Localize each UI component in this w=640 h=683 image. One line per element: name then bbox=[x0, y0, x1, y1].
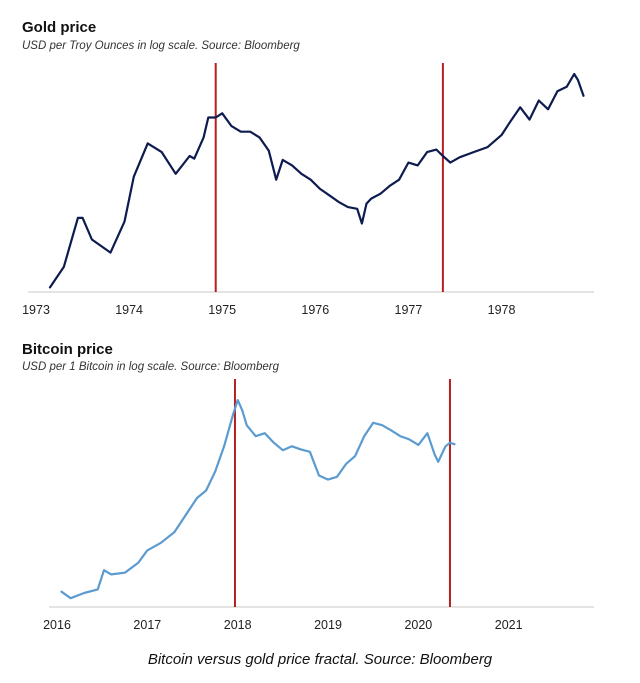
figure-caption: Bitcoin versus gold price fractal. Sourc… bbox=[147, 651, 493, 668]
gold-x-tick-label: 1974 bbox=[115, 303, 143, 317]
bitcoin-chart-title: Bitcoin price bbox=[22, 341, 113, 358]
bitcoin-x-tick-label: 2020 bbox=[404, 618, 432, 632]
bitcoin-x-tick-label: 2019 bbox=[314, 618, 342, 632]
gold-x-tick-label: 1973 bbox=[22, 303, 50, 317]
bitcoin-x-tick-label: 2017 bbox=[133, 618, 161, 632]
gold-chart-subtitle: USD per Troy Ounces in log scale. Source… bbox=[22, 40, 300, 52]
bitcoin-price-line bbox=[60, 399, 456, 600]
gold-price-line bbox=[48, 72, 585, 289]
gold-x-tick-label: 1976 bbox=[301, 303, 329, 317]
bitcoin-x-tick-label: 2018 bbox=[224, 618, 252, 632]
gold-x-tick-label: 1978 bbox=[488, 303, 516, 317]
bitcoin-x-tick-label: 2021 bbox=[495, 618, 523, 632]
bitcoin-chart: 2016 2017 2018 2019 2020 2021 bbox=[43, 379, 594, 632]
bitcoin-x-tick-label: 2016 bbox=[43, 618, 71, 632]
bitcoin-chart-subtitle: USD per 1 Bitcoin in log scale. Source: … bbox=[22, 361, 279, 373]
gold-chart: 1973 1974 1975 1976 1977 1978 bbox=[22, 63, 594, 317]
gold-x-tick-label: 1975 bbox=[208, 303, 236, 317]
gold-chart-title: Gold price bbox=[22, 19, 97, 36]
gold-x-tick-label: 1977 bbox=[395, 303, 423, 317]
